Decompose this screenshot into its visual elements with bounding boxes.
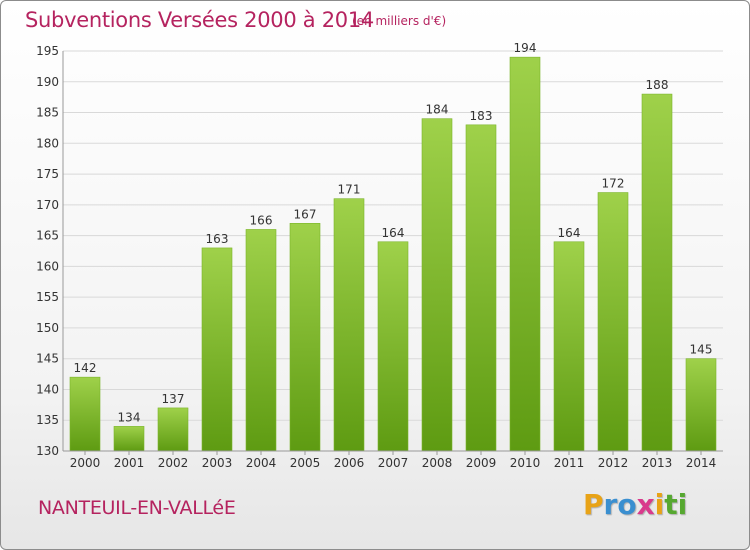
logo-letter: i [677,488,688,521]
bar-2000 [69,376,101,452]
data-label: 164 [558,226,581,240]
y-tick-label: 145 [36,352,59,366]
x-tick-label: 2007 [378,456,409,470]
logo-letter: P [583,488,604,521]
data-label: 167 [294,207,317,221]
data-label: 194 [514,41,537,55]
data-label: 145 [690,343,713,357]
x-tick-label: 2008 [422,456,453,470]
data-label: 171 [338,183,361,197]
x-tick-label: 2002 [158,456,189,470]
y-tick-label: 150 [36,321,59,335]
bar-2003 [201,247,233,452]
data-label: 142 [74,361,97,375]
bars: 142 134 137 163 166 167 171 164 184 183 194 164 172 1… [69,41,717,452]
axes: 130 135 140 145 150 155 160 165 170 175 180 185 190 1… [36,44,723,470]
data-label: 166 [250,213,273,227]
y-tick-label: 170 [36,198,59,212]
logo-letter: o [617,488,637,521]
bar-2011 [553,241,585,452]
x-tick-label: 2014 [686,456,717,470]
logo-letter: t [664,488,678,521]
data-label: 183 [470,109,493,123]
x-tick-label: 2013 [642,456,673,470]
x-tick-label: 2009 [466,456,497,470]
data-label: 137 [162,392,185,406]
x-tick-label: 2011 [554,456,585,470]
logo-letter: i [654,488,665,521]
bar-2004 [245,229,277,452]
data-label: 184 [426,103,449,117]
bar-2013 [641,93,673,452]
chart-unit: (en milliers d'€) [352,14,447,28]
y-tick-label: 140 [36,382,59,396]
x-tick-label: 2001 [114,456,145,470]
bar-2005 [289,223,321,452]
bar-2007 [377,241,409,452]
x-tick-label: 2006 [334,456,365,470]
x-tick-label: 2012 [598,456,629,470]
bar-2010 [509,56,541,452]
commune-name: NANTEUIL-EN-VALLéE [38,497,236,519]
y-tick-label: 180 [36,136,59,150]
y-tick-label: 190 [36,75,59,89]
x-tick-label: 2004 [246,456,277,470]
logo-letter: x [636,488,655,521]
bar-2008 [421,118,453,452]
bar-2009 [465,124,497,452]
y-tick-label: 135 [36,413,59,427]
y-tick-label: 165 [36,229,59,243]
bar-2006 [333,198,365,452]
y-tick-label: 130 [36,444,59,458]
y-tick-label: 195 [36,44,59,58]
data-label: 163 [206,232,229,246]
data-label: 188 [646,78,669,92]
x-tick-label: 2010 [510,456,541,470]
x-tick-label: 2003 [202,456,233,470]
bar-2014 [685,358,717,452]
logo-letter: r [603,488,618,521]
y-tick-label: 155 [36,290,59,304]
data-label: 134 [118,410,141,424]
data-label: 172 [602,177,625,191]
bar-2012 [597,192,629,452]
x-tick-label: 2000 [70,456,101,470]
x-tick-label: 2005 [290,456,321,470]
bar-2002 [157,407,189,452]
proxiti-logo[interactable]: Proxiti [583,488,687,521]
data-label: 164 [382,226,405,240]
bar-2001 [113,426,145,452]
chart-title: Subventions Versées 2000 à 2014 [25,8,374,32]
y-tick-label: 185 [36,106,59,120]
y-tick-label: 175 [36,167,59,181]
y-tick-label: 160 [36,259,59,273]
